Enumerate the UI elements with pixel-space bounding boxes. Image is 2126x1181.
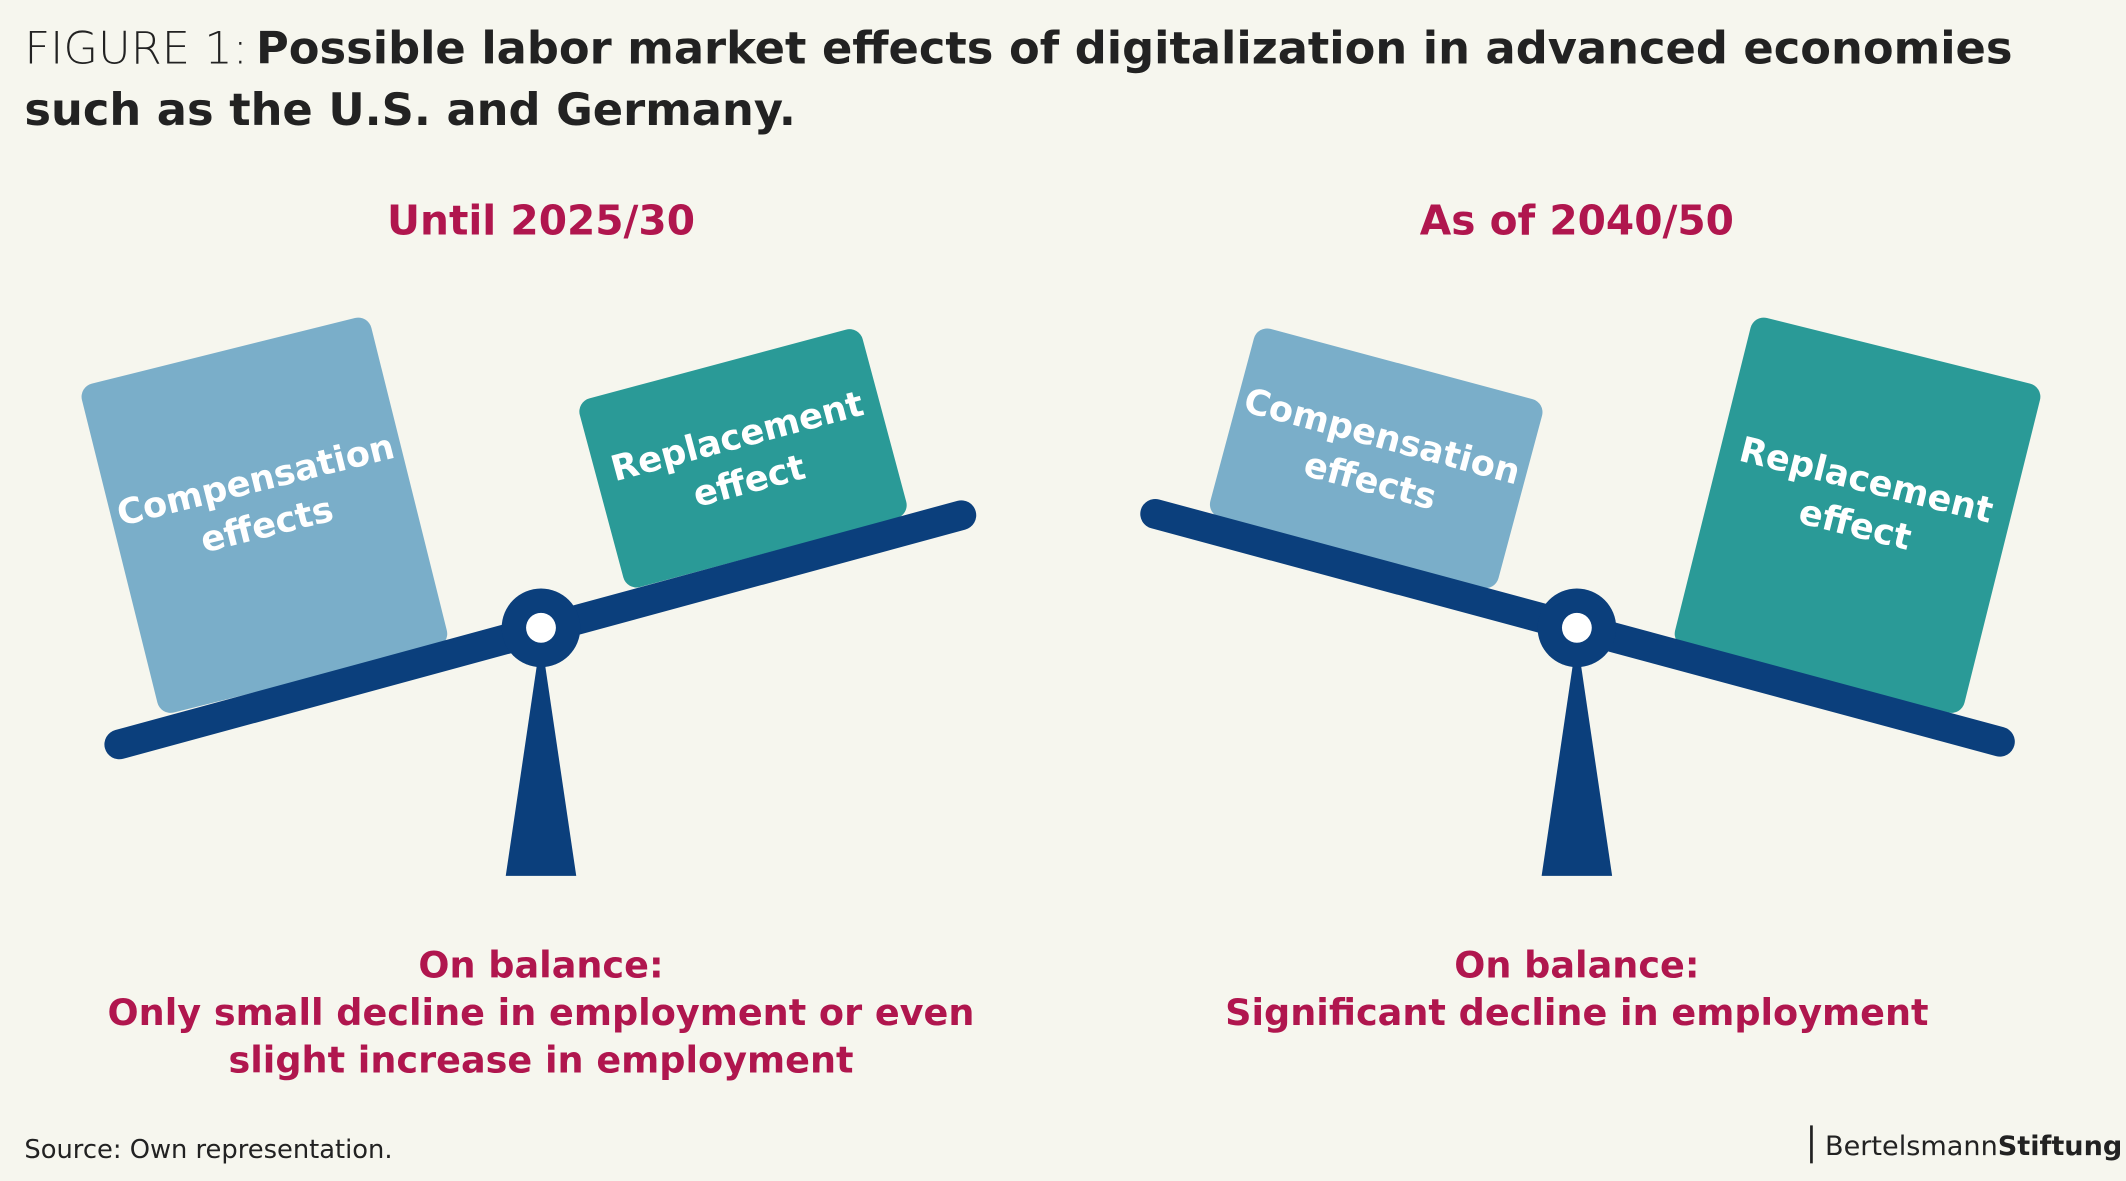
figure-label: FIGURE 1:	[24, 22, 247, 75]
source: Source: Own representation.	[24, 1135, 392, 1165]
period: As of 2040/50	[1420, 197, 1734, 245]
period: Until 2025/30	[387, 197, 695, 245]
title-line: such as the U.S. and Germany.	[24, 83, 795, 136]
balance: Significant decline in employment	[1225, 991, 1928, 1034]
title: FIGURE 1: Possible labor market effects o…	[24, 22, 2012, 75]
stand	[1541, 637, 1613, 876]
title-line: Possible labor market effects of digital…	[256, 22, 2013, 75]
logo-bold: Stiftung	[1998, 1131, 2123, 1162]
compensation-box: Compensation effects	[81, 317, 448, 713]
replacement-box: Replacement effect	[579, 329, 907, 588]
compensation-box: Compensation effects	[1209, 328, 1543, 589]
pivot-hole	[1561, 612, 1592, 643]
balance: Only small decline in employment or even	[108, 991, 975, 1034]
logo: BertelsmannStiftung	[1825, 1131, 2122, 1162]
balance: On balance:	[1454, 944, 1699, 987]
pivot-hole	[526, 612, 556, 643]
balance: On balance:	[418, 944, 663, 987]
replacement-box: Replacement effect	[1674, 317, 2041, 713]
logo-regular: Bertelsmann	[1825, 1131, 1998, 1162]
stand	[505, 637, 577, 876]
balance: slight increase in employment	[228, 1039, 853, 1082]
